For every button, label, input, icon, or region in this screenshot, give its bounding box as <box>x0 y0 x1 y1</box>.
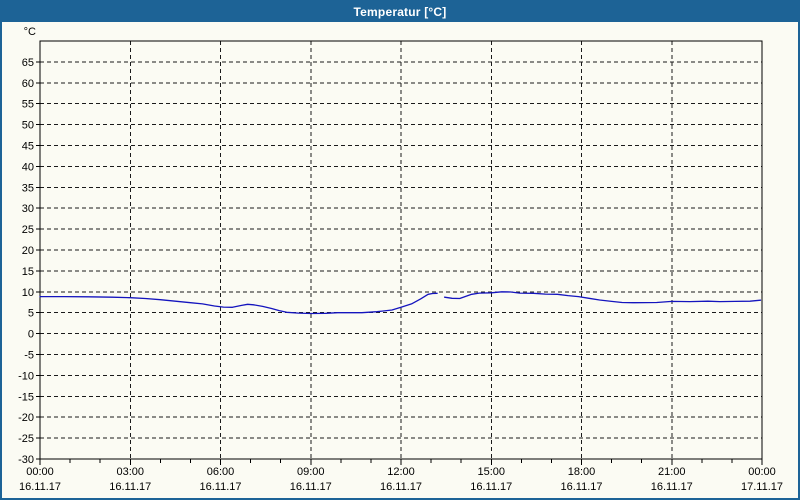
y-tick-label: -20 <box>18 412 34 424</box>
x-tick-date-label: 16.11.17 <box>651 481 693 493</box>
title-bar: Temperatur [°C] <box>2 2 798 22</box>
y-tick-label: -5 <box>24 350 34 362</box>
temperature-chart: 65605550454035302520151050-5-10-15-20-25… <box>18 26 783 493</box>
y-tick-label: 55 <box>22 99 34 111</box>
y-tick-label: 35 <box>22 182 34 194</box>
x-tick-time-label: 03:00 <box>116 466 144 478</box>
x-tick-date-label: 16.11.17 <box>199 481 241 493</box>
y-axis-unit-label: °C <box>24 26 36 38</box>
chart-area: 65 60 55 50 45 40 35 30 25 20 15 10 5 0 -5 -10 -15 -20 -25… <box>2 22 798 498</box>
x-tick-time-label: 12:00 <box>387 466 415 478</box>
y-tick-label: 5 <box>28 308 34 320</box>
y-tick-label: -30 <box>18 454 34 466</box>
x-tick-date-label: 17.11.17 <box>741 481 783 493</box>
x-tick-date-label: 16.11.17 <box>380 481 422 493</box>
y-tick-label: 50 <box>22 120 34 132</box>
window-title: Temperatur [°C] <box>353 5 447 19</box>
temperature-line <box>443 291 762 304</box>
y-tick-label: 20 <box>22 245 34 257</box>
y-tick-label: 30 <box>22 203 34 215</box>
y-tick-label: 40 <box>22 161 34 173</box>
x-tick-time-label: 00:00 <box>26 466 54 478</box>
x-tick-time-label: 06:00 <box>207 466 235 478</box>
y-tick-label: 15 <box>22 266 34 278</box>
x-tick-time-label: 15:00 <box>477 466 505 478</box>
x-tick-time-label: 00:00 <box>748 466 776 478</box>
y-tick-label: 0 <box>28 329 34 341</box>
y-tick-label: 25 <box>22 224 34 236</box>
x-tick-time-label: 21:00 <box>658 466 686 478</box>
x-tick-date-label: 16.11.17 <box>470 481 512 493</box>
x-tick-date-label: 16.11.17 <box>19 481 61 493</box>
x-tick-time-label: 09:00 <box>297 466 325 478</box>
y-tick-label: 10 <box>22 287 34 299</box>
y-tick-label: 45 <box>22 141 34 153</box>
x-tick-date-label: 16.11.17 <box>560 481 602 493</box>
y-tick-label: 65 <box>22 57 34 69</box>
y-tick-label: -15 <box>18 391 34 403</box>
y-tick-label: 60 <box>22 78 34 90</box>
x-tick-time-label: 18:00 <box>568 466 596 478</box>
x-tick-date-label: 16.11.17 <box>290 481 332 493</box>
x-tick-date-label: 16.11.17 <box>109 481 151 493</box>
temperature-line <box>39 292 438 315</box>
y-tick-label: -25 <box>18 433 34 445</box>
y-tick-label: -10 <box>18 370 34 382</box>
